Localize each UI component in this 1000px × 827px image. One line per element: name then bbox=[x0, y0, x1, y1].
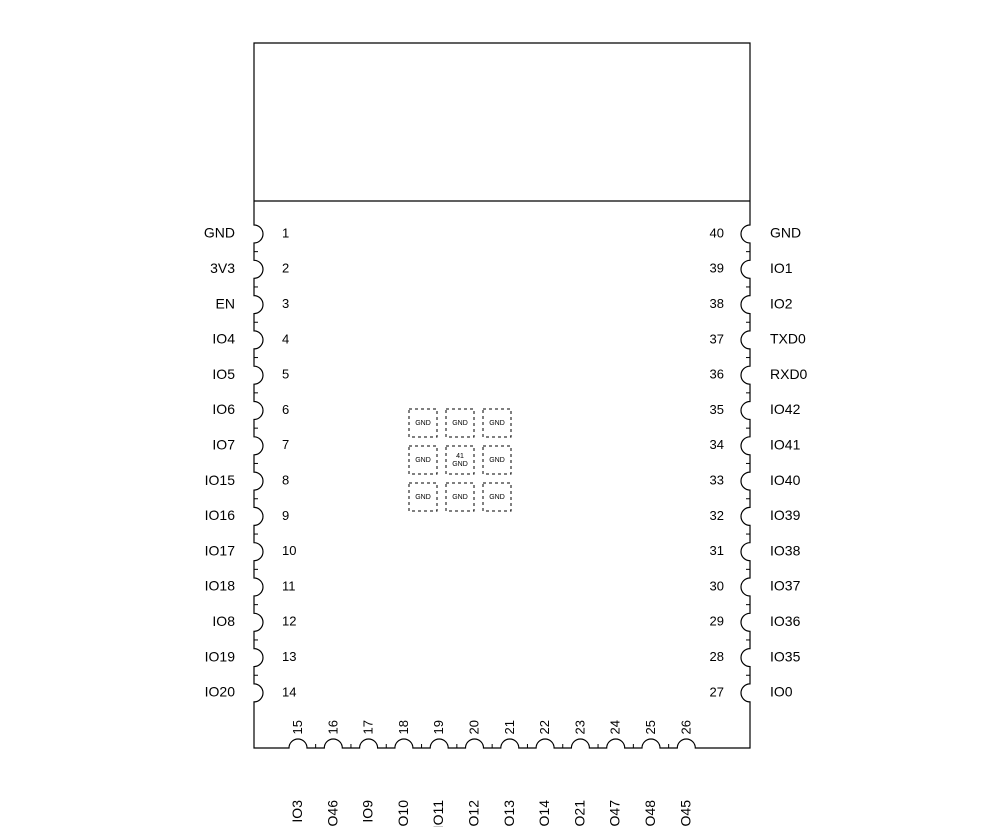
pin-label: IO13 bbox=[501, 800, 517, 827]
pin-label: IO20 bbox=[205, 684, 236, 700]
pin-number: 11 bbox=[282, 578, 296, 593]
pin-number: 35 bbox=[710, 402, 724, 417]
thermal-pad-label: GND bbox=[489, 420, 505, 427]
pin-number: 37 bbox=[710, 331, 724, 346]
pin-number: 30 bbox=[710, 578, 724, 593]
pin-label: RXD0 bbox=[770, 366, 808, 382]
pin-label: IO10 bbox=[395, 800, 411, 827]
pin-label: EN bbox=[216, 295, 235, 311]
thermal-pad-label: GND bbox=[415, 420, 431, 427]
pin-number: 36 bbox=[710, 367, 724, 382]
pin-number: 7 bbox=[282, 437, 289, 452]
pin-number: 14 bbox=[282, 684, 296, 699]
pin-number: 1 bbox=[282, 225, 289, 240]
pin-label: IO47 bbox=[607, 800, 623, 827]
thermal-pad-label: GND bbox=[452, 494, 468, 501]
pin-number: 6 bbox=[282, 402, 289, 417]
pin-number: 27 bbox=[710, 684, 724, 699]
pin-label: IO4 bbox=[212, 331, 235, 347]
pin-label: IO16 bbox=[205, 507, 236, 523]
pin-number: 13 bbox=[282, 649, 296, 664]
pin-number: 15 bbox=[290, 720, 305, 734]
pin-label: IO14 bbox=[536, 800, 552, 827]
pin-label: IO3 bbox=[289, 800, 305, 823]
pin-number: 22 bbox=[537, 720, 552, 734]
thermal-pad-label: GND bbox=[452, 420, 468, 427]
thermal-pad-label: GND bbox=[489, 457, 505, 464]
pin-number: 9 bbox=[282, 508, 289, 523]
pin-label: IO36 bbox=[770, 613, 801, 629]
pin-label: IO46 bbox=[324, 800, 340, 827]
pin-number: 16 bbox=[325, 720, 340, 734]
pin-label: IO18 bbox=[205, 578, 236, 594]
module-outline bbox=[254, 43, 750, 748]
pin-number: 32 bbox=[710, 508, 724, 523]
pin-label: IO21 bbox=[571, 800, 587, 827]
pin-label: TXD0 bbox=[770, 331, 806, 347]
thermal-pad-label: GND bbox=[415, 457, 431, 464]
thermal-pad-label: GND bbox=[452, 461, 468, 468]
pin-number: 26 bbox=[678, 720, 693, 734]
pin-label: IO38 bbox=[770, 542, 801, 558]
pin-label: IO2 bbox=[770, 295, 793, 311]
pin-label: IO8 bbox=[212, 613, 235, 629]
pin-number: 18 bbox=[396, 720, 411, 734]
pin-label: IO12 bbox=[466, 800, 482, 827]
pin-label: IO39 bbox=[770, 507, 801, 523]
pin-label: IO37 bbox=[770, 578, 801, 594]
pin-label: IO19 bbox=[205, 648, 236, 664]
pin-label: IO40 bbox=[770, 472, 801, 488]
pin-label: GND bbox=[204, 225, 235, 241]
pin-number: 33 bbox=[710, 473, 724, 488]
pin-label: IO41 bbox=[770, 437, 801, 453]
pin-label: IO9 bbox=[360, 800, 376, 823]
pin-number: 3 bbox=[282, 296, 289, 311]
pin-number: 34 bbox=[710, 437, 724, 452]
pin-number: 10 bbox=[282, 543, 296, 558]
pin-label: IO15 bbox=[205, 472, 236, 488]
pin-number: 2 bbox=[282, 261, 289, 276]
pin-number: 17 bbox=[361, 720, 376, 734]
thermal-pad-label: 41 bbox=[456, 453, 464, 460]
pin-number: 38 bbox=[710, 296, 724, 311]
pin-label: IO17 bbox=[205, 542, 236, 558]
pin-label: IO48 bbox=[642, 800, 658, 827]
pin-number: 39 bbox=[710, 261, 724, 276]
pin-label: GND bbox=[770, 225, 801, 241]
pin-number: 23 bbox=[572, 720, 587, 734]
pin-number: 31 bbox=[710, 543, 724, 558]
thermal-pad-label: GND bbox=[489, 494, 505, 501]
pin-label: IO45 bbox=[677, 800, 693, 827]
pin-label: IO7 bbox=[212, 437, 235, 453]
pin-number: 12 bbox=[282, 614, 296, 629]
pin-number: 21 bbox=[502, 720, 517, 734]
pin-label: IO11 bbox=[430, 800, 446, 827]
pin-label: IO35 bbox=[770, 648, 801, 664]
pin-number: 40 bbox=[710, 225, 724, 240]
pin-number: 4 bbox=[282, 331, 289, 346]
pin-number: 28 bbox=[710, 649, 724, 664]
pin-label: IO5 bbox=[212, 366, 235, 382]
thermal-pad-label: GND bbox=[415, 494, 431, 501]
pin-label: IO1 bbox=[770, 260, 793, 276]
pin-number: 24 bbox=[608, 720, 623, 734]
pin-number: 29 bbox=[710, 614, 724, 629]
pin-label: IO0 bbox=[770, 684, 793, 700]
pin-number: 19 bbox=[431, 720, 446, 734]
pin-number: 25 bbox=[643, 720, 658, 734]
pin-label: 3V3 bbox=[210, 260, 235, 276]
pin-label: IO6 bbox=[212, 401, 235, 417]
pin-number: 8 bbox=[282, 473, 289, 488]
pin-number: 20 bbox=[467, 720, 482, 734]
pin-label: IO42 bbox=[770, 401, 801, 417]
pin-number: 5 bbox=[282, 367, 289, 382]
